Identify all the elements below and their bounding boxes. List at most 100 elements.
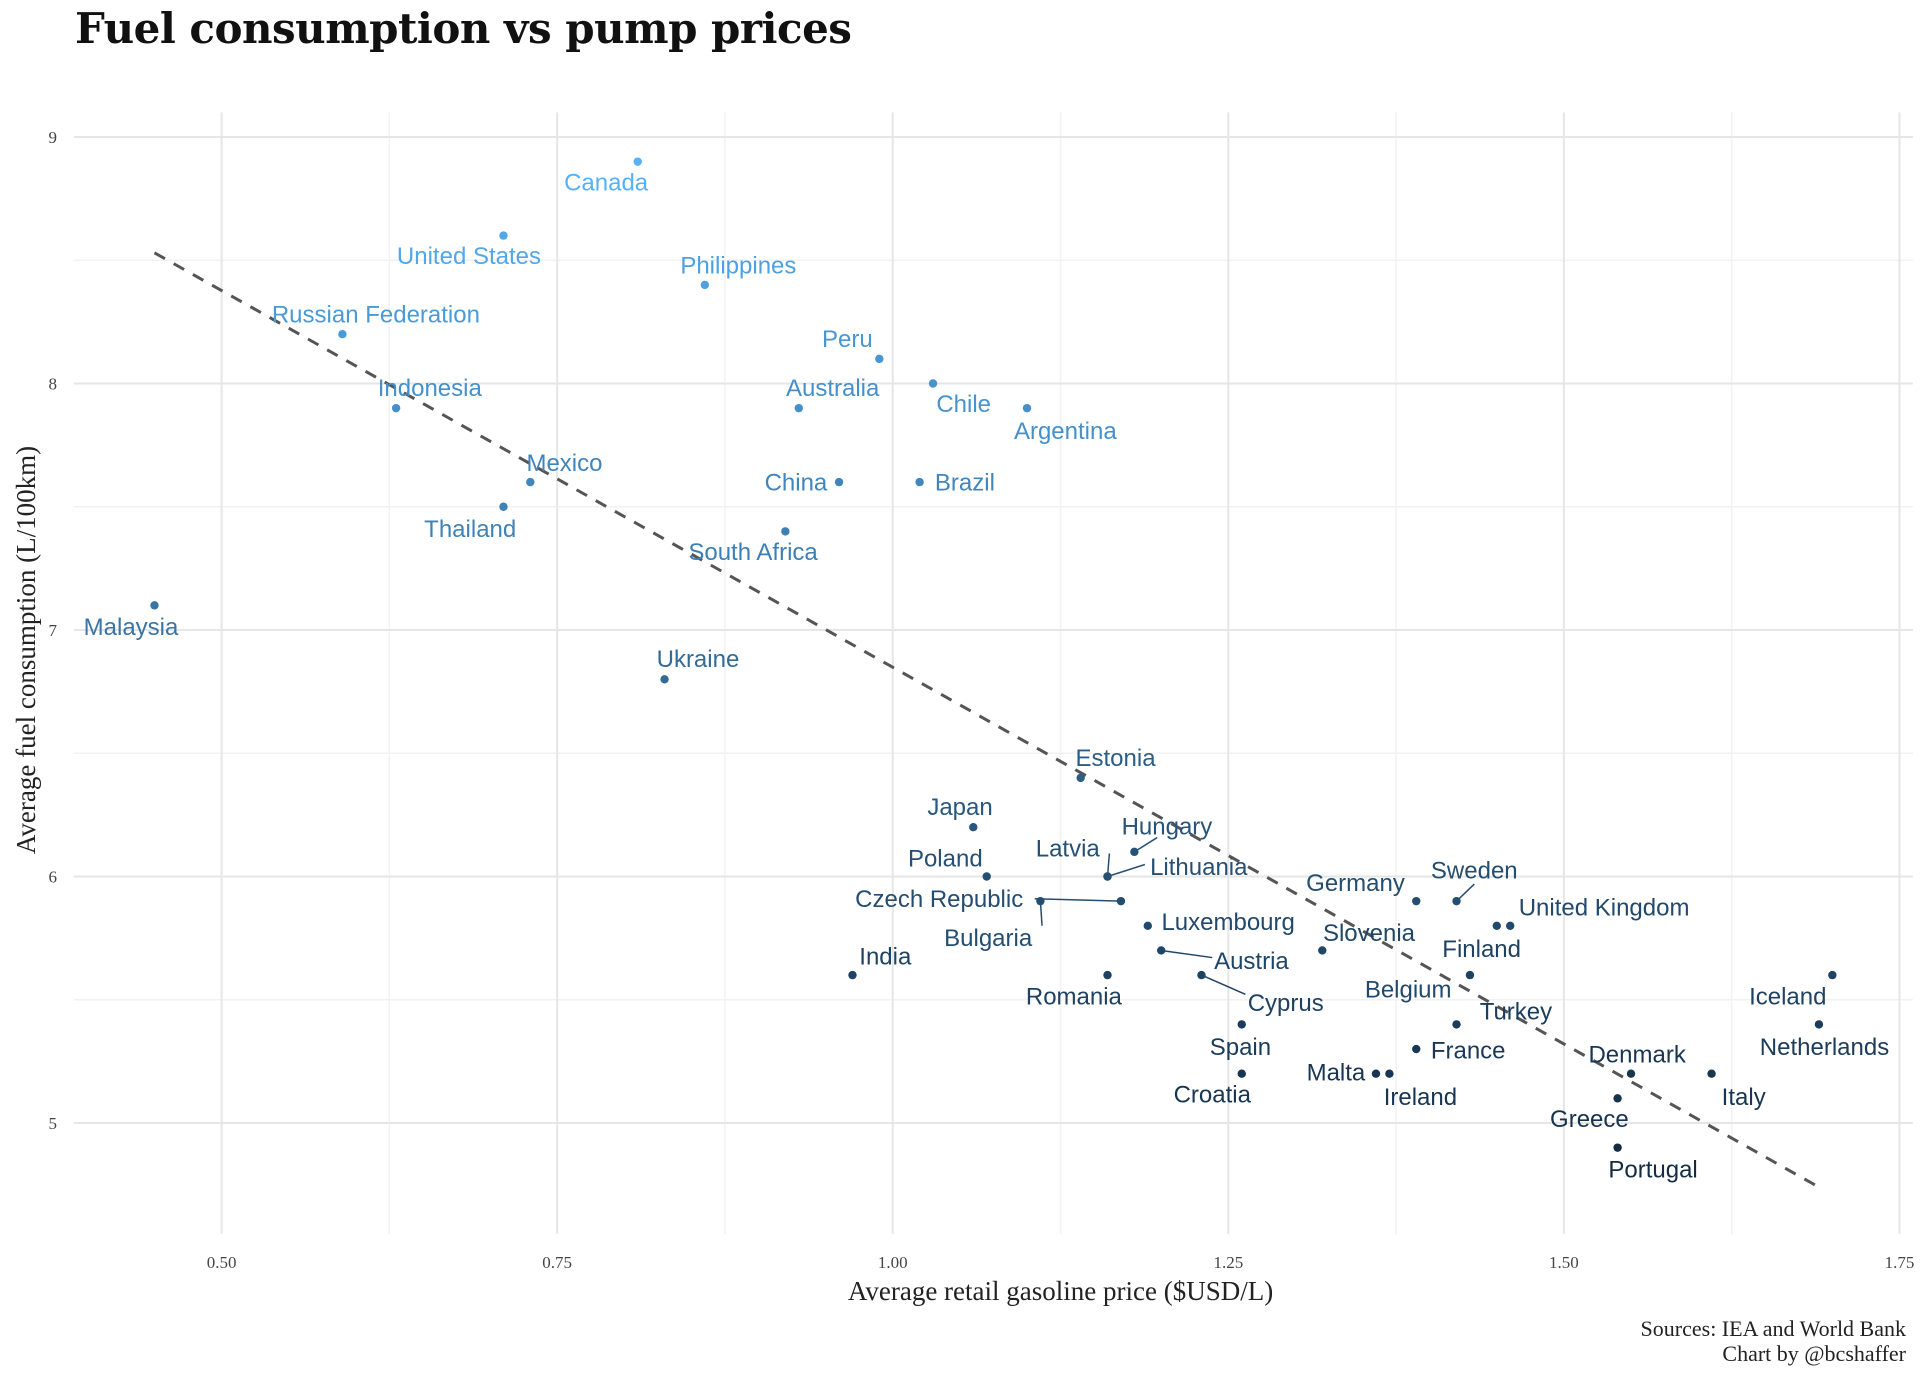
data-point	[499, 502, 508, 511]
data-point	[1613, 1143, 1622, 1152]
data-point	[1452, 1020, 1461, 1029]
point-label: Poland	[908, 845, 983, 872]
caption: Sources: IEA and World Bank Chart by @bc…	[1641, 1316, 1906, 1366]
point-label: Latvia	[1036, 836, 1101, 863]
data-point	[1385, 1069, 1394, 1078]
data-point	[1022, 403, 1032, 413]
data-point	[1371, 1069, 1381, 1078]
point-label: Japan	[927, 794, 992, 821]
data-point	[1707, 1069, 1716, 1078]
data-point	[1318, 946, 1327, 955]
point-label: Ireland	[1384, 1084, 1457, 1111]
point-label: Spain	[1210, 1034, 1271, 1061]
x-axis-title: Average retail gasoline price ($USD/L)	[848, 1276, 1273, 1306]
data-point	[1130, 847, 1139, 857]
trend-line	[153, 251, 1820, 1189]
point-label: Croatia	[1174, 1082, 1252, 1109]
data-point	[875, 354, 884, 364]
data-point	[499, 231, 508, 240]
data-point	[1465, 970, 1475, 980]
point-label: Germany	[1306, 870, 1405, 897]
point-label: Malta	[1307, 1060, 1366, 1087]
x-tick-label: 1.75	[1885, 1253, 1915, 1272]
data-point	[150, 601, 159, 610]
point-label: Slovenia	[1323, 920, 1416, 947]
point-label: Philippines	[680, 253, 796, 280]
point-label: Mexico	[526, 450, 602, 477]
point-label: India	[859, 943, 912, 970]
data-point	[1626, 1069, 1636, 1078]
data-point	[1143, 921, 1152, 930]
data-point	[338, 330, 347, 339]
x-tick-label: 0.50	[207, 1253, 237, 1272]
data-point	[1613, 1094, 1622, 1103]
point-label: Ukraine	[657, 646, 740, 673]
point-label: Greece	[1550, 1106, 1629, 1133]
data-point	[1116, 896, 1126, 906]
point-label: Estonia	[1075, 745, 1156, 772]
point-label: Canada	[564, 169, 649, 196]
data-point	[391, 403, 401, 413]
data-point	[526, 477, 535, 487]
data-point	[848, 970, 857, 980]
point-label: France	[1431, 1038, 1506, 1065]
data-point	[660, 675, 669, 684]
point-label: Argentina	[1014, 418, 1117, 445]
point-label: Austria	[1214, 948, 1289, 975]
point-label: Bulgaria	[944, 925, 1033, 952]
point-label: Denmark	[1588, 1041, 1686, 1068]
chart-title: Fuel consumption vs pump prices	[75, 4, 852, 53]
data-point	[781, 527, 790, 536]
data-point	[834, 477, 844, 487]
point-label: South Africa	[688, 539, 818, 566]
point-label: Italy	[1722, 1084, 1766, 1111]
point-label: Chile	[936, 391, 991, 418]
caption-sources: Sources: IEA and World Bank	[1640, 1316, 1906, 1341]
point-label: Brazil	[935, 469, 995, 496]
point-label: Netherlands	[1760, 1034, 1889, 1061]
point-label: Indonesia	[378, 375, 483, 402]
y-tick-label: 9	[49, 128, 58, 147]
label-leader-line	[1161, 949, 1213, 959]
y-tick-label: 5	[49, 1114, 58, 1133]
point-label: Malaysia	[84, 614, 179, 641]
x-tick-label: 1.25	[1213, 1253, 1243, 1272]
point-label: Peru	[822, 326, 873, 353]
data-point	[700, 280, 710, 290]
x-tick-label: 1.50	[1549, 1253, 1579, 1272]
point-label: Thailand	[424, 516, 516, 543]
data-point	[1157, 946, 1166, 955]
data-point	[1506, 921, 1515, 930]
point-label: Belgium	[1365, 976, 1452, 1003]
point-label: Sweden	[1431, 858, 1518, 885]
data-point	[1076, 773, 1085, 783]
data-point	[1197, 970, 1206, 980]
point-label: Finland	[1442, 936, 1521, 963]
data-point	[1036, 896, 1045, 906]
point-label: Romania	[1026, 984, 1123, 1011]
caption-credit: Chart by @bcshaffer	[1722, 1341, 1906, 1366]
point-label: China	[765, 469, 828, 496]
data-point	[633, 157, 642, 166]
data-point	[1103, 970, 1112, 980]
point-label: Iceland	[1749, 984, 1826, 1011]
point-label: Russian Federation	[272, 302, 480, 329]
label-leader-line	[1034, 898, 1121, 902]
y-axis-title: Average fuel consumption (L/100km)	[11, 446, 41, 854]
data-point	[1814, 1020, 1824, 1029]
point-label: Cyprus	[1248, 990, 1324, 1017]
data-point	[982, 872, 991, 881]
y-tick-label: 7	[49, 621, 58, 640]
label-leader-line	[1107, 863, 1146, 878]
data-point	[915, 477, 924, 487]
y-tick-label: 8	[49, 375, 58, 394]
y-tick-label: 6	[49, 868, 58, 887]
data-point	[1237, 1069, 1246, 1078]
label-leader-line	[1133, 836, 1158, 853]
data-point	[1452, 896, 1461, 906]
point-label: United States	[397, 243, 541, 270]
data-point	[928, 379, 938, 388]
data-point	[1237, 1020, 1246, 1029]
data-point	[1412, 896, 1421, 906]
